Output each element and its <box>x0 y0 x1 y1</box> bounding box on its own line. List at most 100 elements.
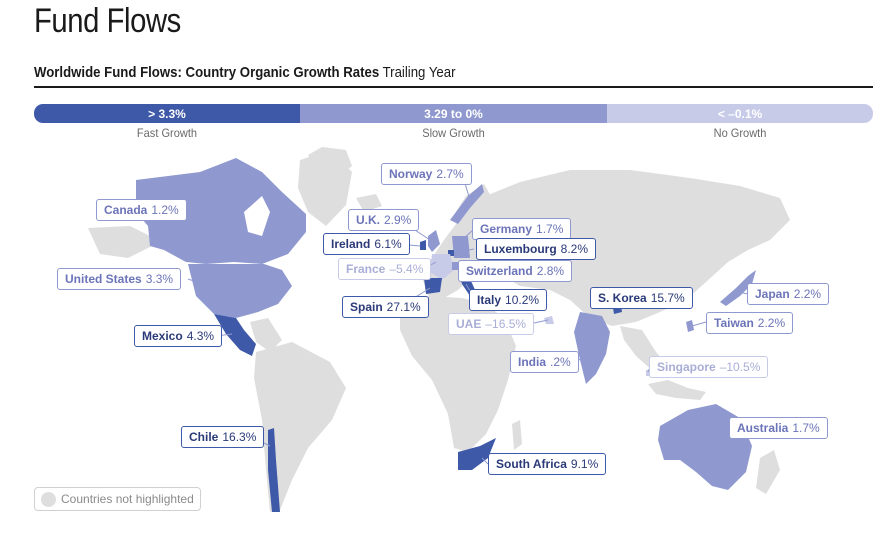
country-name: United States <box>65 272 142 286</box>
callout-south-korea: S. Korea 15.7% <box>590 287 693 309</box>
country-value: 16.3% <box>222 430 257 444</box>
shape-south-africa <box>458 438 496 470</box>
country-value: 9.1% <box>570 457 599 471</box>
country-value: 10.2% <box>505 293 540 307</box>
country-value: 1.2% <box>151 203 179 217</box>
base-land <box>88 147 790 512</box>
shape-canada <box>136 158 306 264</box>
shape-canada-bay <box>244 196 270 236</box>
callout-ireland: Ireland 6.1% <box>323 233 410 255</box>
highlighted-countries <box>136 158 756 512</box>
country-value: 3.3% <box>145 272 174 286</box>
map-note: Countries not highlighted <box>34 487 201 511</box>
callout-singapore: Singapore –10.5% <box>649 356 769 378</box>
leader-south-africa <box>481 457 489 465</box>
country-value: 27.1% <box>386 300 421 314</box>
country-name: South Africa <box>496 457 567 471</box>
leader-luxembourg <box>453 248 475 254</box>
country-value: 2.2% <box>757 316 786 330</box>
callout-france: France –5.4% <box>338 258 432 280</box>
land-russia-asia <box>476 170 790 326</box>
shape-france <box>430 254 454 280</box>
shape-united-states <box>188 264 292 318</box>
country-name: Mexico <box>142 329 183 343</box>
shape-india <box>574 312 610 384</box>
country-value: 4.3% <box>186 329 215 343</box>
callout-canada: Canada 1.2% <box>96 199 187 221</box>
country-value: 8.2% <box>560 242 589 256</box>
shape-germany <box>452 236 470 258</box>
country-name: Spain <box>350 300 383 314</box>
leader-united-states <box>187 278 209 287</box>
country-value: .2% <box>550 355 571 369</box>
country-value: 2.2% <box>793 287 822 301</box>
country-name: Singapore <box>657 360 716 374</box>
land-new-zealand <box>756 450 780 494</box>
callout-spain: Spain 27.1% <box>342 296 429 318</box>
country-value: 2.7% <box>436 167 464 181</box>
callout-australia: Australia 1.7% <box>729 417 828 439</box>
country-value: 1.7% <box>792 421 820 435</box>
leader-uae <box>533 319 549 324</box>
country-name: Norway <box>389 167 433 181</box>
legend-fast-bar: > 3.3% <box>34 104 300 123</box>
page-title: Fund Flows <box>34 2 181 40</box>
land-africa <box>400 296 516 452</box>
country-value: 2.8% <box>536 264 565 278</box>
country-name: Switzerland <box>466 264 533 278</box>
callout-taiwan: Taiwan 2.2% <box>706 312 794 334</box>
chart-subtitle: Worldwide Fund Flows: Country Organic Gr… <box>34 64 456 81</box>
note-text: Countries not highlighted <box>61 492 194 506</box>
grey-dot-icon <box>41 491 56 507</box>
subtitle-main: Worldwide Fund Flows: Country Organic Gr… <box>34 64 380 81</box>
shape-uk <box>428 230 440 252</box>
shape-taiwan <box>686 320 694 332</box>
country-name: France <box>346 262 386 276</box>
country-name: Italy <box>477 293 502 307</box>
callout-norway: Norway 2.7% <box>381 163 472 185</box>
land-indonesia <box>648 380 706 400</box>
shape-uae <box>544 316 554 324</box>
shape-spain <box>424 278 442 294</box>
callout-uk: U.K. 2.9% <box>348 209 420 231</box>
country-name: India <box>518 355 547 369</box>
callout-united-states: United States 3.3% <box>57 268 182 290</box>
country-name: Taiwan <box>714 316 754 330</box>
legend-fast-label: Fast Growth <box>136 126 198 140</box>
shape-australia <box>658 404 752 490</box>
land-alaska <box>88 226 152 258</box>
shape-japan <box>720 270 756 306</box>
country-name: UAE <box>456 317 482 331</box>
callout-south-africa: South Africa 9.1% <box>488 453 607 475</box>
land-greenland <box>298 150 352 226</box>
shape-norway <box>450 184 484 224</box>
callout-uae: UAE –16.5% <box>448 313 535 335</box>
callout-germany: Germany 1.7% <box>472 218 572 240</box>
callout-india: India .2% <box>510 351 579 373</box>
country-name: Ireland <box>331 237 371 251</box>
callout-chile: Chile 16.3% <box>181 426 265 448</box>
leader-japan <box>737 291 749 295</box>
country-value: –10.5% <box>719 360 761 374</box>
country-name: Chile <box>189 430 219 444</box>
legend-slow-label: Slow Growth <box>422 126 485 140</box>
country-value: 1.7% <box>536 222 564 236</box>
country-value: –16.5% <box>485 317 527 331</box>
callout-luxembourg: Luxembourg 8.2% <box>476 238 597 260</box>
country-name: Germany <box>480 222 533 236</box>
leader-taiwan <box>691 321 707 327</box>
country-name: Luxembourg <box>484 242 557 256</box>
shape-mexico <box>214 314 256 356</box>
legend-slow-bar: 3.29 to 0% <box>300 104 607 123</box>
country-value: 6.1% <box>374 237 402 251</box>
title-rule <box>34 86 873 88</box>
leader-australia <box>719 427 731 437</box>
shape-chile <box>268 428 280 512</box>
country-value: 15.7% <box>650 291 685 305</box>
country-name: U.K. <box>356 213 380 227</box>
land-madagascar <box>512 420 522 450</box>
country-value: –5.4% <box>389 262 424 276</box>
country-name: Japan <box>755 287 790 301</box>
legend-none-bar: < –0.1% <box>607 104 873 123</box>
